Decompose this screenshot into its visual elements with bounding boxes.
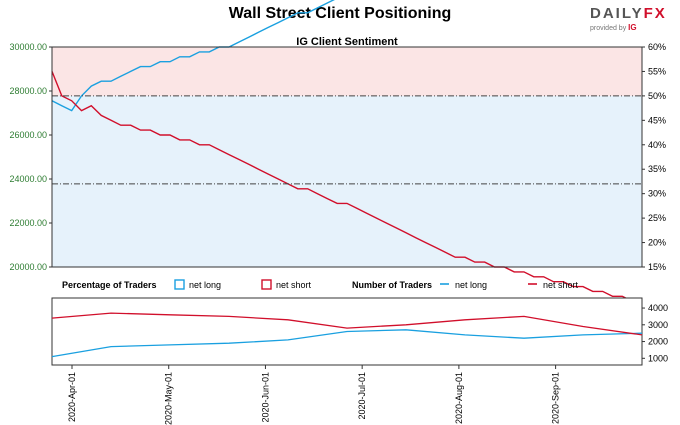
x-axis-label: 2020-Jul-01 — [357, 372, 367, 420]
right-axis-label: 45% — [648, 115, 666, 125]
net-long-percent-line — [51, 0, 335, 112]
legend-num-net-short-label: net short — [543, 280, 579, 290]
right-axis-label: 40% — [648, 140, 666, 150]
net-short-percent-line — [51, 71, 642, 302]
legend-num-net-long-label: net long — [455, 280, 487, 290]
right-axis-label: 15% — [648, 262, 666, 272]
x-axis-label: 2020-Sep-01 — [551, 372, 561, 424]
legend-pct-net-long-label: net long — [189, 280, 221, 290]
legend-pct-net-short-label: net short — [276, 280, 312, 290]
left-axis-label: 22000.00 — [9, 218, 47, 228]
brand-accent: FX — [643, 5, 667, 22]
lower-right-axis-label: 2000 — [648, 337, 668, 347]
right-axis-label: 35% — [648, 164, 666, 174]
legend-pct-net-short-swatch — [261, 279, 272, 290]
left-axis-label: 20000.00 — [9, 262, 47, 272]
right-axis-label: 60% — [648, 42, 666, 52]
lower-right-axis-label: 4000 — [648, 303, 668, 313]
legend-left-title: Percentage of Traders — [62, 280, 157, 290]
sentiment-title: IG Client Sentiment — [296, 36, 398, 48]
right-axis-label: 55% — [648, 66, 666, 76]
left-axis-label: 30000.00 — [9, 42, 47, 52]
brand-name: DAILY — [590, 5, 644, 22]
upper-frame — [51, 46, 643, 268]
brand-sub: provided by — [590, 25, 627, 32]
lower-right-axis-label: 3000 — [648, 320, 668, 330]
num-net-long-line — [51, 329, 643, 358]
page-title: Wall Street Client Positioning — [228, 5, 452, 22]
num-net-short-line — [51, 312, 643, 336]
left-axis-label: 26000.00 — [9, 130, 47, 140]
right-axis-label: 30% — [648, 189, 666, 199]
right-axis-label: 20% — [648, 238, 666, 248]
x-axis-label: 2020-May-01 — [164, 372, 174, 425]
legend-right-title: Number of Traders — [352, 280, 432, 290]
x-axis-label: 2020-Jun-01 — [260, 372, 270, 423]
right-axis-label: 25% — [648, 213, 666, 223]
lower-right-axis-label: 1000 — [648, 353, 668, 363]
left-axis-label: 24000.00 — [9, 174, 47, 184]
x-axis-label: 2020-Aug-01 — [454, 372, 464, 424]
x-axis-label: 2020-Apr-01 — [67, 372, 77, 422]
dailyfx-logo: DAILYFX provided by IG — [590, 5, 672, 32]
left-axis-label: 28000.00 — [9, 86, 47, 96]
brand-sub-accent: IG — [628, 23, 637, 32]
right-axis-label: 50% — [648, 91, 666, 101]
sentiment-bg-long — [52, 95, 642, 267]
legend-pct-net-long-swatch — [174, 279, 185, 290]
